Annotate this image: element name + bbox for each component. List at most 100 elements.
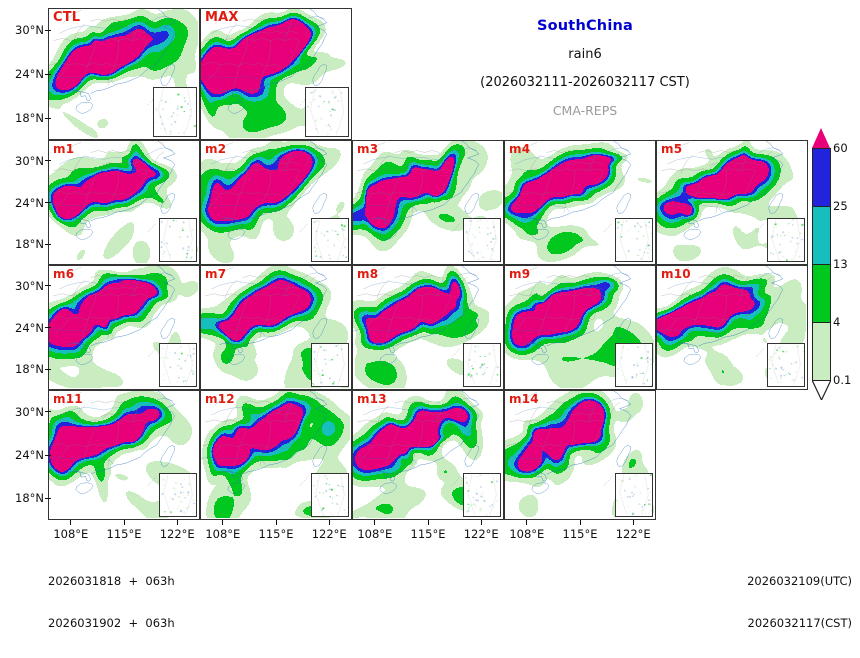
lon-tick-label: 122°E (463, 527, 499, 541)
lat-tick-mark (45, 73, 51, 75)
lat-tick-label: 30°N (15, 23, 44, 37)
footer-right-line1: 2026032109(UTC) (747, 574, 852, 588)
colorbar-band-60-25 (812, 148, 831, 206)
lon-tick-mark (374, 520, 376, 525)
scs-inset-m3 (463, 218, 501, 262)
lon-tick-mark (427, 520, 429, 525)
panel-label-m2: m2 (205, 142, 227, 156)
lat-tick-mark (45, 285, 51, 287)
panel-label-m12: m12 (205, 392, 235, 406)
lat-tick-mark (45, 202, 51, 203)
lon-tick-label: 122°E (159, 527, 195, 541)
lat-tick-label: 18°N (15, 491, 44, 506)
scs-inset-m12 (311, 473, 349, 517)
colorbar: 60 25 13 4 0.1 (810, 128, 851, 400)
panel-label-max: MAX (205, 10, 239, 25)
scs-inset-map (312, 219, 348, 261)
lat-tick-mark (45, 243, 51, 245)
colorbar-tick-13: 13 (833, 257, 848, 271)
panel-m2[interactable]: m2 (200, 140, 352, 265)
lon-tick-mark (579, 520, 581, 525)
scs-inset-map (464, 219, 500, 261)
lon-tick-label: 108°E (357, 527, 393, 541)
panel-m10[interactable]: m10 (656, 265, 808, 390)
scs-inset-map (616, 474, 652, 516)
colorbar-tick-4: 4 (833, 315, 841, 329)
scs-inset-map (768, 344, 804, 386)
panel-label-m4: m4 (509, 142, 531, 156)
lon-tick-label: 115°E (410, 527, 446, 541)
lat-tick-label: 30°N (15, 404, 44, 419)
figure-title-block: SouthChina rain6 (2026032111-2026032117 … (430, 18, 740, 118)
panel-m7[interactable]: m7 (200, 265, 352, 390)
panel-label-m14: m14 (509, 392, 539, 406)
panel-m14[interactable]: m14 (504, 390, 656, 520)
colorbar-divider (812, 264, 831, 266)
panel-m12[interactable]: m12 (200, 390, 352, 520)
title-region: SouthChina (536, 18, 634, 34)
lon-tick-mark (632, 520, 634, 525)
scs-inset-m9 (615, 343, 653, 387)
scs-inset-m1 (159, 218, 197, 262)
panel-max[interactable]: MAX (200, 8, 352, 140)
colorbar-divider (812, 380, 831, 382)
scs-inset-map (616, 219, 652, 261)
lat-tick-label: 24°N (15, 320, 44, 335)
lat-tick-mark (45, 327, 51, 328)
lat-tick-label: 24°N (15, 67, 44, 81)
colorbar-tick-60: 60 (833, 141, 848, 155)
lon-tick-mark (70, 520, 72, 525)
colorbar-divider (812, 322, 831, 324)
scs-inset-map (160, 219, 196, 261)
lon-tick-mark (526, 520, 528, 525)
panel-m9[interactable]: m9 (504, 265, 656, 390)
scs-inset-map (154, 88, 196, 136)
lon-tick-mark (275, 520, 277, 525)
colorbar-tick-0.1: 0.1 (833, 373, 852, 387)
lon-tick-label: 122°E (615, 527, 651, 541)
lat-tick-mark (45, 411, 51, 413)
scs-inset-map (464, 474, 500, 516)
colorbar-band-13-4 (812, 264, 831, 322)
lon-tick-label: 115°E (258, 527, 294, 541)
lon-tick-label: 122°E (311, 527, 347, 541)
panel-m5[interactable]: m5 (656, 140, 808, 265)
panel-label-m1: m1 (53, 142, 75, 156)
panel-empty-slot (656, 390, 808, 520)
panel-label-m5: m5 (661, 142, 683, 156)
colorbar-under-arrow (812, 380, 831, 400)
panel-label-m13: m13 (357, 392, 387, 406)
scs-inset-m13 (463, 473, 501, 517)
panel-m4[interactable]: m4 (504, 140, 656, 265)
lat-tick-mark (45, 29, 51, 31)
lon-tick-label: 115°E (106, 527, 142, 541)
panel-m13[interactable]: m13 (352, 390, 504, 520)
scs-inset-map (160, 344, 196, 386)
panel-m1[interactable]: m1 (48, 140, 200, 265)
colorbar-tick-25: 25 (833, 199, 848, 213)
lon-tick-label: 108°E (53, 527, 89, 541)
title-model: CMA-REPS (552, 103, 618, 118)
colorbar-over-arrow (812, 128, 830, 148)
panel-label-m9: m9 (509, 267, 531, 281)
scs-inset-m6 (159, 343, 197, 387)
lat-tick-mark (45, 117, 51, 119)
panel-ctl[interactable]: CTL (48, 8, 200, 140)
scs-inset-m8 (463, 343, 501, 387)
scs-inset-map (160, 474, 196, 516)
scs-inset-ctl (153, 87, 197, 137)
footer-left-line2: 2026031902 + 063h (48, 616, 175, 630)
scs-inset-map (312, 474, 348, 516)
lat-tick-mark (45, 368, 51, 370)
lat-tick-label: 30°N (15, 278, 44, 293)
panel-m6[interactable]: m6 (48, 265, 200, 390)
panel-m3[interactable]: m3 (352, 140, 504, 265)
footer-right: 2026032109(UTC) 2026032117(CST) (747, 546, 852, 658)
panel-m8[interactable]: m8 (352, 265, 504, 390)
title-period: (2026032111-2026032117 CST) (480, 75, 690, 90)
scs-inset-map (768, 219, 804, 261)
scs-inset-m5 (767, 218, 805, 262)
scs-inset-m4 (615, 218, 653, 262)
panel-m11[interactable]: m11 (48, 390, 200, 520)
panel-label-m11: m11 (53, 392, 83, 406)
